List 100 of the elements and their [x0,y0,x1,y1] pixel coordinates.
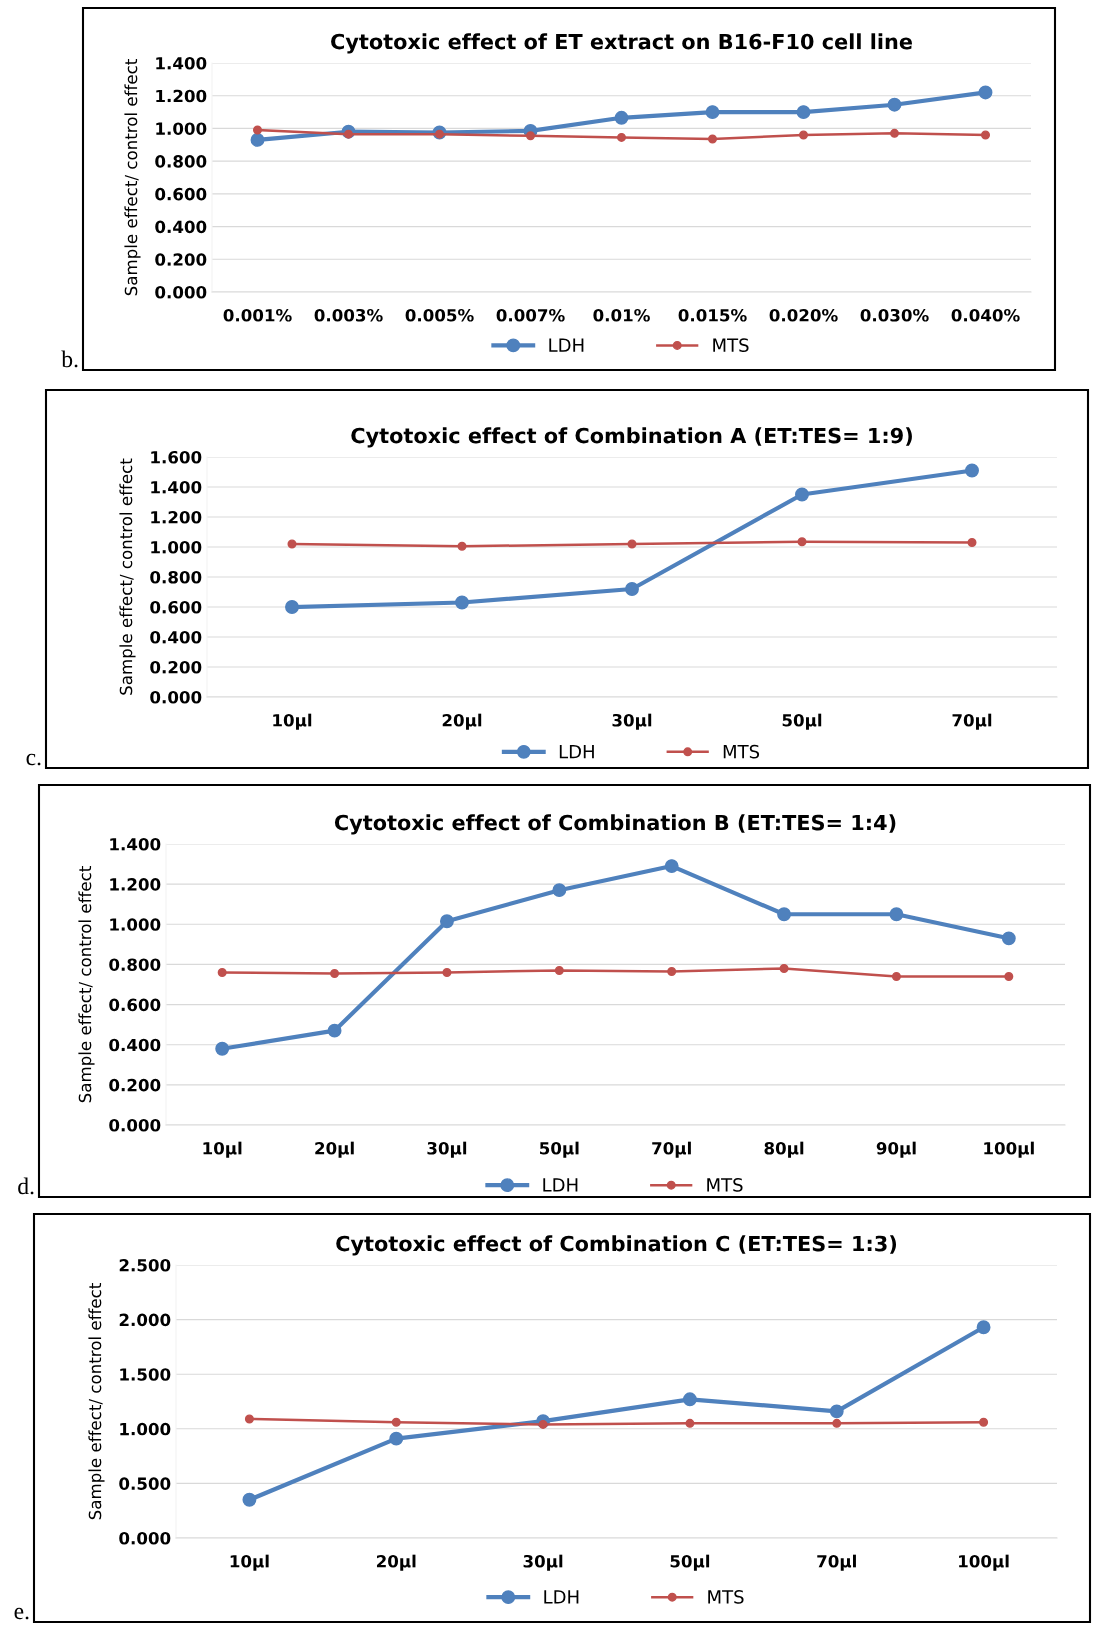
point [554,965,564,975]
point [242,1492,257,1507]
y-tick-label: 0.000 [150,690,202,704]
x-tick-label: 20µl [442,713,482,730]
x-tick-label: 0.001% [223,308,292,322]
x-tick-label: 70µl [952,713,992,730]
text: c. [26,753,41,766]
x-tick-label: 30µl [523,1554,563,1571]
point [796,105,811,120]
x-tick-label: 0.005% [405,308,474,322]
point [887,97,902,112]
y-tick-label: 0.200 [109,1078,161,1092]
point [832,1418,842,1428]
y-tick-label: 0.600 [155,187,207,201]
y-tick-label: 0.400 [155,220,207,234]
x-tick-label: 0.020% [769,308,838,322]
y-tick-label: 0.600 [109,998,161,1012]
legend-label: LDH [549,338,584,352]
point [798,130,809,140]
point [525,131,536,141]
y-tick-label: 1.200 [156,89,207,103]
y-axis-title: Sample effect/ control effect [88,1283,105,1520]
point [285,600,299,614]
point [797,537,807,547]
point [215,1041,230,1056]
x-tick-label: 0.015% [678,308,747,322]
x-tick-label: 100µl [984,1141,1034,1158]
point [978,85,993,100]
x-tick-label: 50µl [540,1141,579,1158]
point [682,1392,697,1407]
y-tick-label: 1.500 [120,1368,171,1381]
point [538,1419,548,1429]
point [891,971,901,981]
chart-title: Cytotoxic effect of Combination B (ET:TES= 1:4) [334,814,896,835]
legend-label: MTS [713,338,749,352]
point [439,914,454,929]
legend-label: MTS [708,1590,744,1604]
y-tick-label: 1.000 [156,122,207,135]
point [616,132,627,142]
y-tick-label: 0.000 [109,1118,161,1132]
y-tick-label: 1.200 [151,510,202,524]
point [614,110,629,125]
point [389,1431,404,1446]
y-tick-label: 0.500 [119,1477,171,1490]
legend-label: LDH [544,1590,579,1604]
point [779,963,789,973]
legend-label: MTS [707,1178,743,1192]
y-tick-label: 0.000 [119,1531,171,1545]
point [980,130,991,140]
legend-label: MTS [723,744,760,759]
legend-label: LDH [559,745,594,759]
point [965,463,979,478]
point [217,967,227,977]
point [552,883,567,898]
x-tick-label: 80µl [764,1141,804,1158]
y-tick-label: 1.400 [151,480,202,494]
x-tick-label: 10µl [230,1554,269,1571]
y-tick-label: 0.800 [155,155,207,168]
x-tick-label: 70µl [652,1141,691,1158]
x-tick-label: 90µl [876,1141,916,1158]
y-tick-label: 2.500 [119,1258,171,1272]
y-tick-label: 0.800 [150,570,202,584]
y-tick-label: 0.400 [150,630,202,644]
x-tick-label: 10µl [203,1141,242,1158]
point [442,967,452,977]
point [250,132,265,147]
y-axis-title: Sample effect/ control effect [119,458,136,695]
point [705,105,720,120]
point [889,128,900,138]
y-tick-label: 2.000 [119,1313,171,1327]
point [343,129,354,139]
chart-title: Cytotoxic effect of ET extract on B16-F10 cell line [331,33,912,54]
x-tick-label: 10µl [273,713,312,730]
point [667,966,677,976]
text: d. [18,1177,34,1195]
point [434,129,445,139]
y-tick-label: 1.200 [110,878,161,891]
legend-label: LDH [543,1178,578,1192]
y-tick-label: 0.800 [109,958,161,971]
x-tick-label: 30µl [427,1141,467,1158]
text: e. [14,1607,29,1620]
y-axis-title: Sample effect/ control effect [124,59,141,296]
point [979,1417,989,1427]
point [967,537,977,548]
y-tick-label: 0.400 [109,1038,161,1052]
point [707,134,718,144]
x-tick-label: 100µl [959,1554,1009,1571]
x-tick-label: 0.007% [496,308,565,322]
chart-title: Cytotoxic effect of Combination C (ET:TES= 1:3) [336,1235,897,1256]
point [795,487,809,502]
chart-title: Cytotoxic effect of Combination A (ET:TES= 1:9) [351,427,912,448]
point [244,1414,254,1424]
point [829,1404,844,1419]
y-axis-title: Sample effect/ control effect [78,866,95,1103]
point [664,859,679,874]
x-tick-label: 50µl [782,713,822,730]
y-tick-label: 0.000 [155,285,207,299]
point [330,968,340,978]
point [685,1418,695,1428]
point [625,582,639,596]
